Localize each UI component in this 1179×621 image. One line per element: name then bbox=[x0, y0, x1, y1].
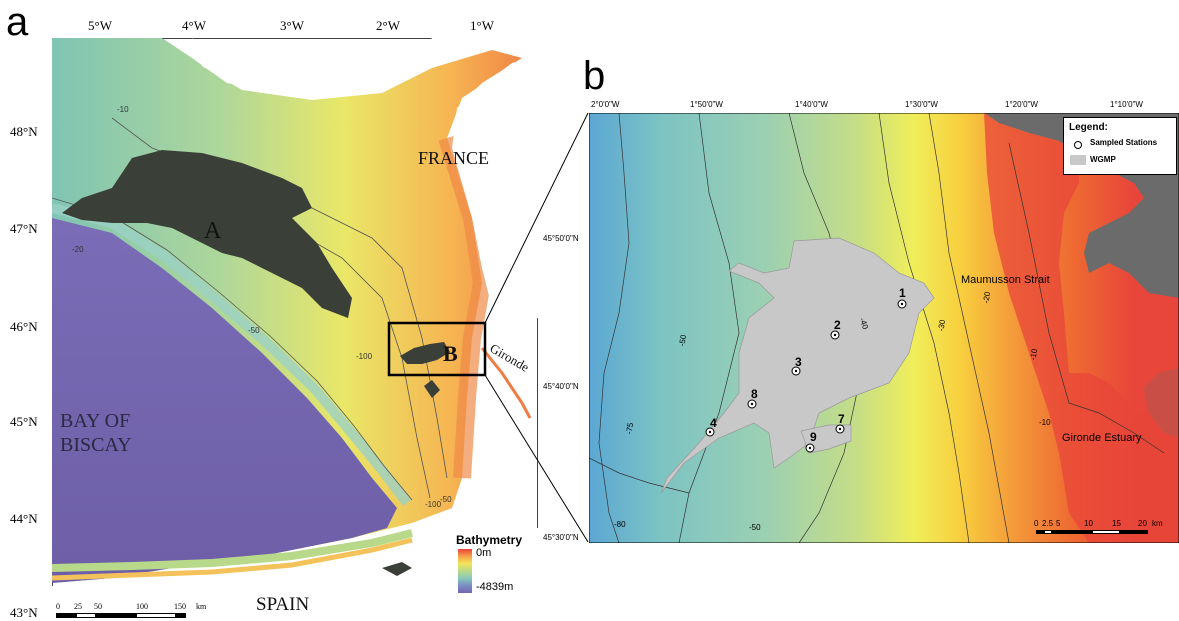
lon-tick: 3°W bbox=[280, 18, 304, 33]
contour-label: -50 bbox=[248, 326, 260, 335]
france-land bbox=[192, 38, 538, 330]
scale-tick: 0 bbox=[56, 602, 60, 611]
lon-tick: 1°30'0"W bbox=[905, 100, 938, 109]
contour-label: -50 bbox=[440, 495, 452, 504]
scale-tick: 15 bbox=[1112, 519, 1121, 528]
scale-bar-a: 0 25 50 100 150 km bbox=[56, 602, 226, 620]
station-label: 2 bbox=[834, 318, 841, 332]
legend-wgmp-swatch bbox=[1070, 155, 1086, 165]
scale-tick: 2.5 bbox=[1042, 519, 1054, 528]
bathymetry-max-label: 0m bbox=[476, 547, 492, 559]
lat-tick: 45°40'0"N bbox=[543, 382, 579, 391]
area-b-patch bbox=[400, 342, 450, 364]
label-france: FRANCE bbox=[418, 148, 490, 168]
bathymetry-min-label: -4839m bbox=[476, 581, 514, 593]
area-b-box bbox=[387, 321, 487, 377]
scale-unit: km bbox=[196, 602, 207, 611]
lat-tick: 44°N bbox=[10, 511, 38, 526]
panel-b-lon-ticks: 2°0'0"W 1°50'0"W 1°40'0"W 1°30'0"W 1°20'… bbox=[585, 100, 1179, 112]
label-area-b: B bbox=[443, 341, 458, 366]
label-spain: SPAIN bbox=[256, 594, 310, 615]
scale-bar-b: 0 2.5 5 10 15 20 km bbox=[1034, 519, 1174, 541]
station-label: 7 bbox=[838, 412, 845, 426]
panel-a-letter: a bbox=[6, 0, 29, 44]
legend-wgmp-label: WGMP bbox=[1090, 155, 1116, 164]
panel-a-lon-ticks: 5°W 4°W 3°W 2°W 1°W bbox=[0, 18, 540, 36]
label-area-a: A bbox=[204, 218, 222, 244]
lon-tick: 1°W bbox=[470, 18, 494, 33]
contour-label: -100 bbox=[356, 352, 373, 361]
lat-tick: 48°N bbox=[10, 124, 38, 139]
spain-land bbox=[52, 528, 538, 616]
station-label: 8 bbox=[751, 387, 758, 401]
panel-a-lat-ticks: 48°N 47°N 46°N 45°N 44°N 43°N bbox=[0, 0, 50, 620]
scale-tick: 50 bbox=[94, 602, 102, 611]
scale-unit: km bbox=[1152, 519, 1163, 528]
contour-label: -50 bbox=[749, 523, 761, 532]
scale-tick: 100 bbox=[136, 602, 148, 611]
lon-tick: 1°40'0"W bbox=[795, 100, 828, 109]
lat-tick: 45°30'0"N bbox=[543, 533, 579, 542]
scale-tick: 25 bbox=[74, 602, 82, 611]
scale-tick: 20 bbox=[1138, 519, 1147, 528]
station-label: 1 bbox=[899, 286, 906, 300]
lat-tick: 47°N bbox=[10, 221, 38, 236]
wgmp-polygon bbox=[660, 237, 935, 494]
contour-label: -80 bbox=[614, 520, 626, 529]
panel-a-map bbox=[52, 38, 538, 616]
contour-label: -10 bbox=[1039, 418, 1051, 427]
connector-lines bbox=[484, 112, 589, 543]
legend-title: Legend: bbox=[1069, 122, 1108, 133]
contour-label: -10 bbox=[117, 105, 129, 114]
panel-b-legend: Legend: Sampled Stations WGMP bbox=[1063, 117, 1177, 175]
scale-tick: 150 bbox=[174, 602, 186, 611]
legend-stations-label: Sampled Stations bbox=[1090, 138, 1158, 147]
station-label: 9 bbox=[810, 430, 817, 444]
lat-tick: 46°N bbox=[10, 319, 38, 334]
lon-tick: 2°0'0"W bbox=[591, 100, 620, 109]
bathymetry-legend-title: Bathymetry bbox=[456, 533, 523, 547]
lon-tick: 1°10'0"W bbox=[1110, 100, 1143, 109]
label-maumusson-strait: Maumusson Strait bbox=[961, 274, 1050, 286]
lat-tick: 45°N bbox=[10, 414, 38, 429]
label-bay-of: BAY OF bbox=[60, 410, 131, 432]
lon-tick: 2°W bbox=[376, 18, 400, 33]
label-biscay: BISCAY bbox=[60, 434, 132, 456]
station-label: 3 bbox=[795, 355, 802, 369]
area-a-patch bbox=[62, 150, 352, 318]
bathymetry-legend: Bathymetry 0m -4839m bbox=[456, 533, 536, 597]
lon-tick: 1°50'0"W bbox=[690, 100, 723, 109]
lon-tick: 1°20'0"W bbox=[1005, 100, 1038, 109]
lat-tick: 45°50'0"N bbox=[543, 234, 579, 243]
panel-b-lat-ticks: 45°50'0"N 45°40'0"N 45°30'0"N bbox=[543, 0, 589, 620]
bathymetry-color-bar bbox=[458, 549, 472, 593]
stations bbox=[705, 299, 907, 453]
contour-label: -100 bbox=[425, 500, 442, 509]
scale-tick: 10 bbox=[1084, 519, 1093, 528]
legend-station-symbol bbox=[1074, 141, 1082, 149]
station-label: 4 bbox=[710, 416, 717, 430]
panel-b-letter: b bbox=[583, 54, 606, 98]
lon-tick: 4°W bbox=[182, 18, 206, 33]
lon-tick: 5°W bbox=[88, 18, 112, 33]
label-gironde-estuary: Gironde Estuary bbox=[1062, 432, 1142, 444]
contour-label: -20 bbox=[72, 245, 84, 254]
lat-tick: 43°N bbox=[10, 605, 38, 620]
deep-basin bbox=[52, 218, 397, 583]
scale-tick: 5 bbox=[1056, 519, 1061, 528]
panel-b-map bbox=[589, 113, 1179, 543]
scale-tick: 0 bbox=[1034, 519, 1039, 528]
